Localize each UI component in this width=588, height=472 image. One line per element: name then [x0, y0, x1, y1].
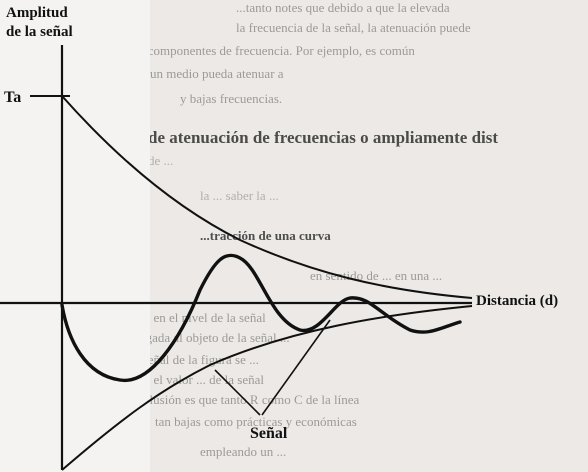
- signal-pointer-line-2: [261, 319, 331, 416]
- diagram-panel: [0, 0, 150, 472]
- signal-pointer-line: [214, 369, 261, 416]
- x-axis-label: Distancia (d): [476, 293, 558, 309]
- ta-label: Ta: [4, 89, 21, 106]
- upper-envelope-curve: [61, 95, 473, 299]
- signal-wave: [60, 253, 462, 382]
- signal-label: Señal: [250, 425, 288, 442]
- y-axis-label-line2: de la señal: [6, 24, 73, 40]
- y-axis-label-line1: Amplitud: [6, 5, 68, 21]
- lower-envelope-curve: [61, 305, 473, 471]
